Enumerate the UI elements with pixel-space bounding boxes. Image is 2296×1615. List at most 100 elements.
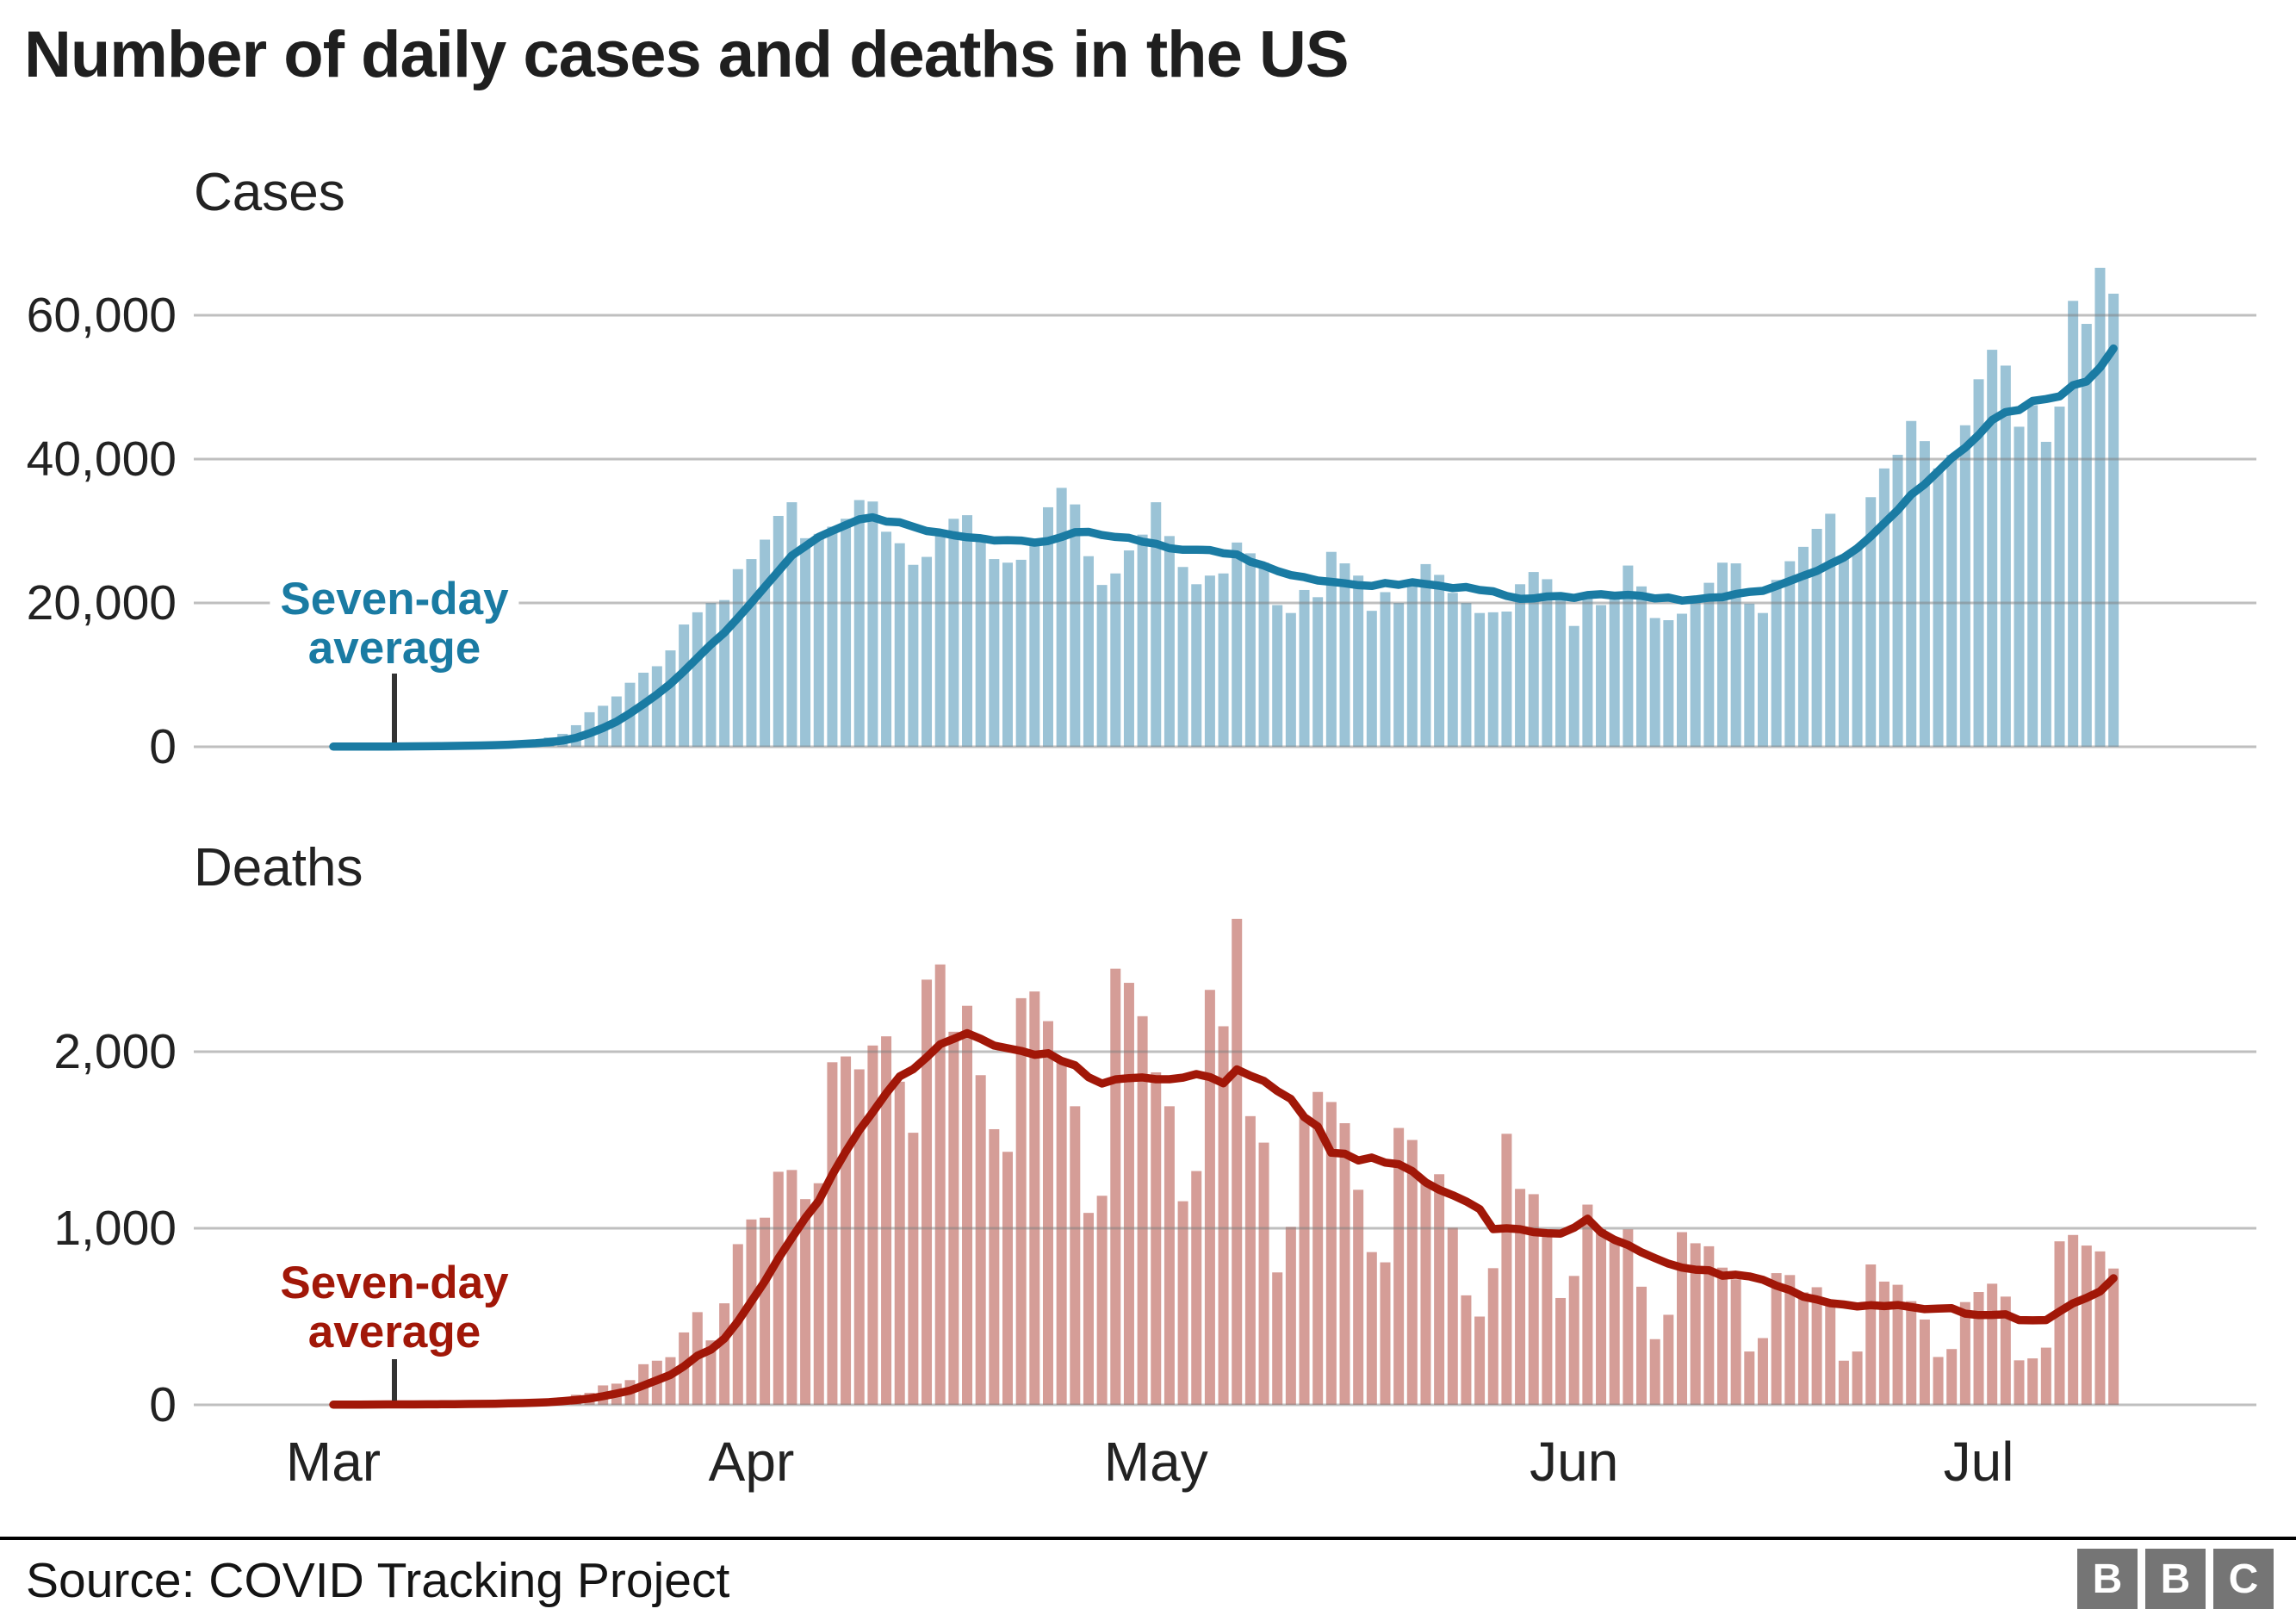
cases-bar [1987, 350, 1998, 747]
deaths-bar [1325, 1102, 1337, 1405]
cases-bar [2000, 365, 2011, 747]
deaths-bar [2054, 1241, 2065, 1405]
cases-bar [867, 501, 878, 747]
deaths-bar [746, 1219, 757, 1405]
cases-bar [1501, 612, 1512, 747]
deaths-bar [1232, 918, 1243, 1405]
cases-bar [1946, 454, 1958, 747]
deaths-bar [841, 1056, 852, 1405]
source-credit: Source: COVID Tracking Project [26, 1553, 730, 1608]
deaths-bar [881, 1036, 892, 1405]
deaths-bar [1730, 1279, 1741, 1405]
cases-bar [1218, 573, 1229, 747]
deaths-bar [1299, 1116, 1310, 1405]
deaths-bar [1056, 1059, 1067, 1405]
deaths-bar [1204, 990, 1215, 1405]
cases-bar [1042, 506, 1053, 747]
deaths-bar [975, 1075, 986, 1405]
cases-bar [800, 537, 811, 747]
cases-bar [1461, 603, 1472, 747]
cases-bar [1204, 575, 1215, 747]
cases-heading: Cases [194, 163, 345, 222]
cases-bar [1339, 563, 1350, 747]
deaths-bar [1002, 1152, 1013, 1405]
deaths-bar [1177, 1201, 1188, 1405]
deaths-bar [2108, 1268, 2119, 1405]
cases-bar [1123, 550, 1134, 747]
cases-bar [1096, 585, 1108, 748]
deaths-bar [1393, 1127, 1405, 1405]
cases-bar [1474, 612, 1486, 747]
cases-bar [2068, 301, 2079, 747]
deaths-bar [2027, 1358, 2038, 1405]
cases-bar [1029, 544, 1040, 747]
deaths-bar [1474, 1316, 1486, 1405]
cases-bar [719, 599, 730, 747]
x-axis-month-label: May [1103, 1431, 1208, 1493]
deaths-ytick-label: 2,000 [53, 1024, 177, 1079]
cases-bar [1878, 468, 1890, 747]
cases-bar [1447, 593, 1458, 747]
deaths-bar [1366, 1252, 1377, 1405]
cases-bar [1420, 563, 1431, 747]
cases-bar [732, 568, 743, 747]
deaths-bar [1757, 1338, 1768, 1405]
deaths-bar [719, 1303, 730, 1406]
cases-bar [2081, 324, 2092, 747]
cases-annotation-leader-line [392, 674, 397, 742]
cases-bar [1744, 603, 1755, 747]
deaths-bar [1825, 1305, 1836, 1405]
cases-bar [651, 666, 662, 747]
deaths-bar [1070, 1106, 1081, 1405]
deaths-bar [813, 1183, 824, 1405]
cases-bar [665, 650, 676, 747]
cases-bar [760, 539, 771, 747]
deaths-bar [2094, 1251, 2106, 1405]
cases-bar [1056, 488, 1067, 747]
deaths-bar [1690, 1243, 1701, 1405]
cases-bar [1244, 553, 1256, 747]
deaths-seven-day-average-line [329, 1028, 2118, 1409]
deaths-bar [1852, 1351, 1863, 1405]
cases-bar [922, 556, 933, 747]
cases-bar [853, 500, 865, 747]
deaths-bars [328, 918, 2119, 1406]
cases-bar [705, 603, 717, 747]
bbc-logo-block: B [2145, 1549, 2206, 1609]
deaths-seven-day-average-annotation: Seven-day average [270, 1255, 519, 1360]
cases-bar [1716, 562, 1728, 747]
cases-bar [1393, 603, 1405, 747]
cases-bar [1730, 563, 1741, 747]
cases-bar [1164, 536, 1175, 747]
cases-bar [1325, 551, 1337, 747]
deaths-bar [1555, 1297, 1567, 1405]
cases-bar [1380, 592, 1391, 747]
deaths-bar [1784, 1275, 1796, 1405]
deaths-bar [1865, 1264, 1877, 1405]
cases-bar [1232, 542, 1243, 747]
deaths-bar [1582, 1204, 1593, 1405]
cases-bar [2014, 426, 2025, 747]
deaths-bar [962, 1005, 973, 1405]
deaths-bar [1380, 1262, 1391, 1405]
deaths-bar [1515, 1189, 1526, 1405]
deaths-bar [1596, 1229, 1607, 1405]
deaths-bar [2040, 1347, 2051, 1405]
deaths-bar [867, 1045, 878, 1405]
cases-ytick-label: 20,000 [26, 575, 177, 630]
cases-bar [1919, 441, 1930, 748]
deaths-bar [1811, 1287, 1822, 1405]
cases-bar [1434, 575, 1445, 747]
cases-bar [1151, 502, 1162, 747]
cases-bar [786, 502, 797, 747]
cases-bar [1177, 567, 1188, 747]
cases-bar [1825, 513, 1836, 747]
cases-bar [1677, 613, 1687, 747]
cases-bar [1002, 562, 1013, 747]
deaths-bar [948, 1031, 959, 1405]
cases-bar [908, 564, 919, 747]
cases-bar [1906, 420, 1917, 747]
cases-bar [827, 526, 838, 747]
